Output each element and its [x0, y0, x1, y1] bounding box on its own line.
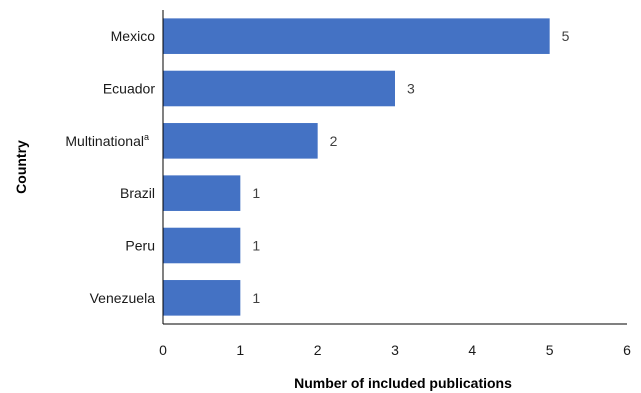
- bar-multinational: [163, 123, 318, 159]
- data-labels: 5 3 2 1 1 1: [252, 28, 569, 306]
- x-tick-labels: 0 1 2 3 4 5 6: [159, 342, 631, 358]
- category-label-multinational: Multinationala: [65, 132, 149, 149]
- bar-peru: [163, 227, 241, 264]
- x-tick-label-4: 4: [468, 342, 476, 358]
- x-tick-label-3: 3: [391, 342, 399, 358]
- category-label-brazil: Brazil: [120, 185, 155, 201]
- y-axis-title: Country: [13, 140, 29, 194]
- bar-venezuela: [163, 280, 241, 316]
- category-label-ecuador: Ecuador: [103, 81, 155, 97]
- x-tick-label-0: 0: [159, 342, 167, 358]
- bars-group: [163, 18, 550, 316]
- x-tick-label-5: 5: [546, 342, 554, 358]
- x-axis-title: Number of included publications: [294, 375, 512, 391]
- bar-ecuador: [163, 70, 395, 107]
- data-label-multinational: 2: [330, 133, 338, 149]
- data-label-mexico: 5: [562, 28, 570, 44]
- x-tick-label-1: 1: [236, 342, 244, 358]
- data-label-venezuela: 1: [252, 290, 260, 306]
- bar-mexico: [163, 18, 550, 54]
- data-label-peru: 1: [252, 238, 260, 254]
- data-label-brazil: 1: [252, 185, 260, 201]
- x-tick-label-2: 2: [314, 342, 322, 358]
- category-label-mexico: Mexico: [111, 28, 156, 44]
- x-tick-label-6: 6: [623, 342, 631, 358]
- category-label-peru: Peru: [125, 238, 155, 254]
- category-label-venezuela: Venezuela: [90, 290, 156, 306]
- category-labels: Mexico Ecuador Multinationala Brazil Peru Ven…: [65, 28, 155, 306]
- data-label-ecuador: 3: [407, 81, 415, 97]
- bar-brazil: [163, 175, 241, 211]
